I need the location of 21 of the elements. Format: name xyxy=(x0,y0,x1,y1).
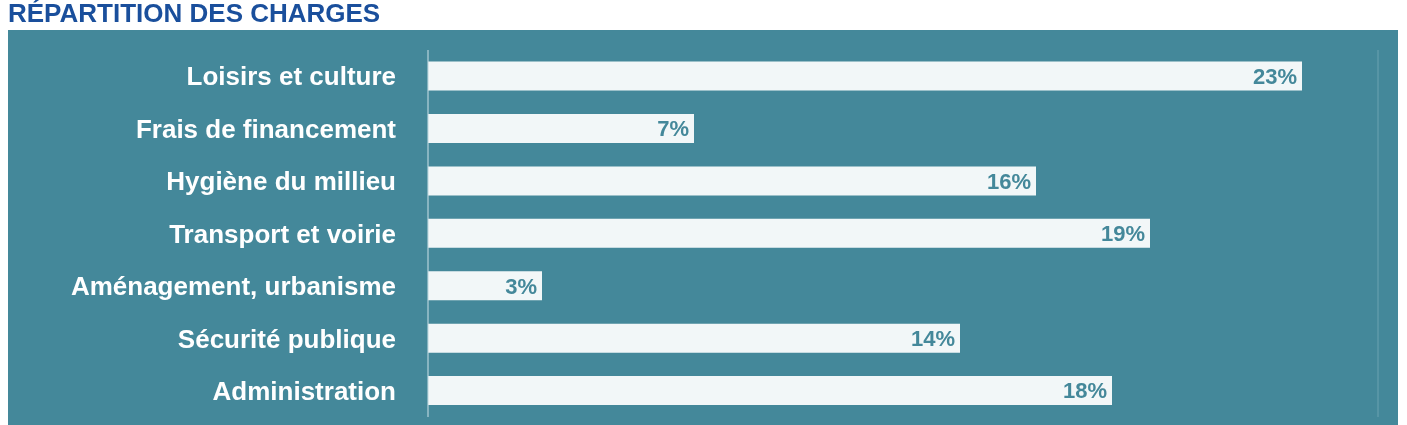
bar xyxy=(428,271,542,301)
data-label: 23% xyxy=(1252,63,1297,89)
data-label: 7% xyxy=(657,116,689,142)
y-tick-label: Aménagement, urbanisme xyxy=(70,271,396,302)
data-label: 18% xyxy=(1062,378,1107,404)
y-tick-label: Administration xyxy=(212,376,396,407)
y-tick-label: Sécurité publique xyxy=(177,323,396,354)
y-tick-label: Hygiène du millieu xyxy=(166,166,396,197)
data-label: 3% xyxy=(505,273,537,299)
bar xyxy=(428,61,1302,91)
y-tick-label: Loisirs et culture xyxy=(186,61,396,92)
data-label: 14% xyxy=(910,325,955,351)
bar xyxy=(428,323,960,353)
bar xyxy=(428,166,1036,196)
bar xyxy=(428,376,1112,406)
data-label: 16% xyxy=(986,168,1031,194)
data-label: 19% xyxy=(1100,221,1145,247)
bar xyxy=(428,218,1150,248)
y-tick-label: Transport et voirie xyxy=(169,218,396,249)
y-tick-label: Frais de financement xyxy=(135,113,397,144)
bar xyxy=(428,113,694,143)
